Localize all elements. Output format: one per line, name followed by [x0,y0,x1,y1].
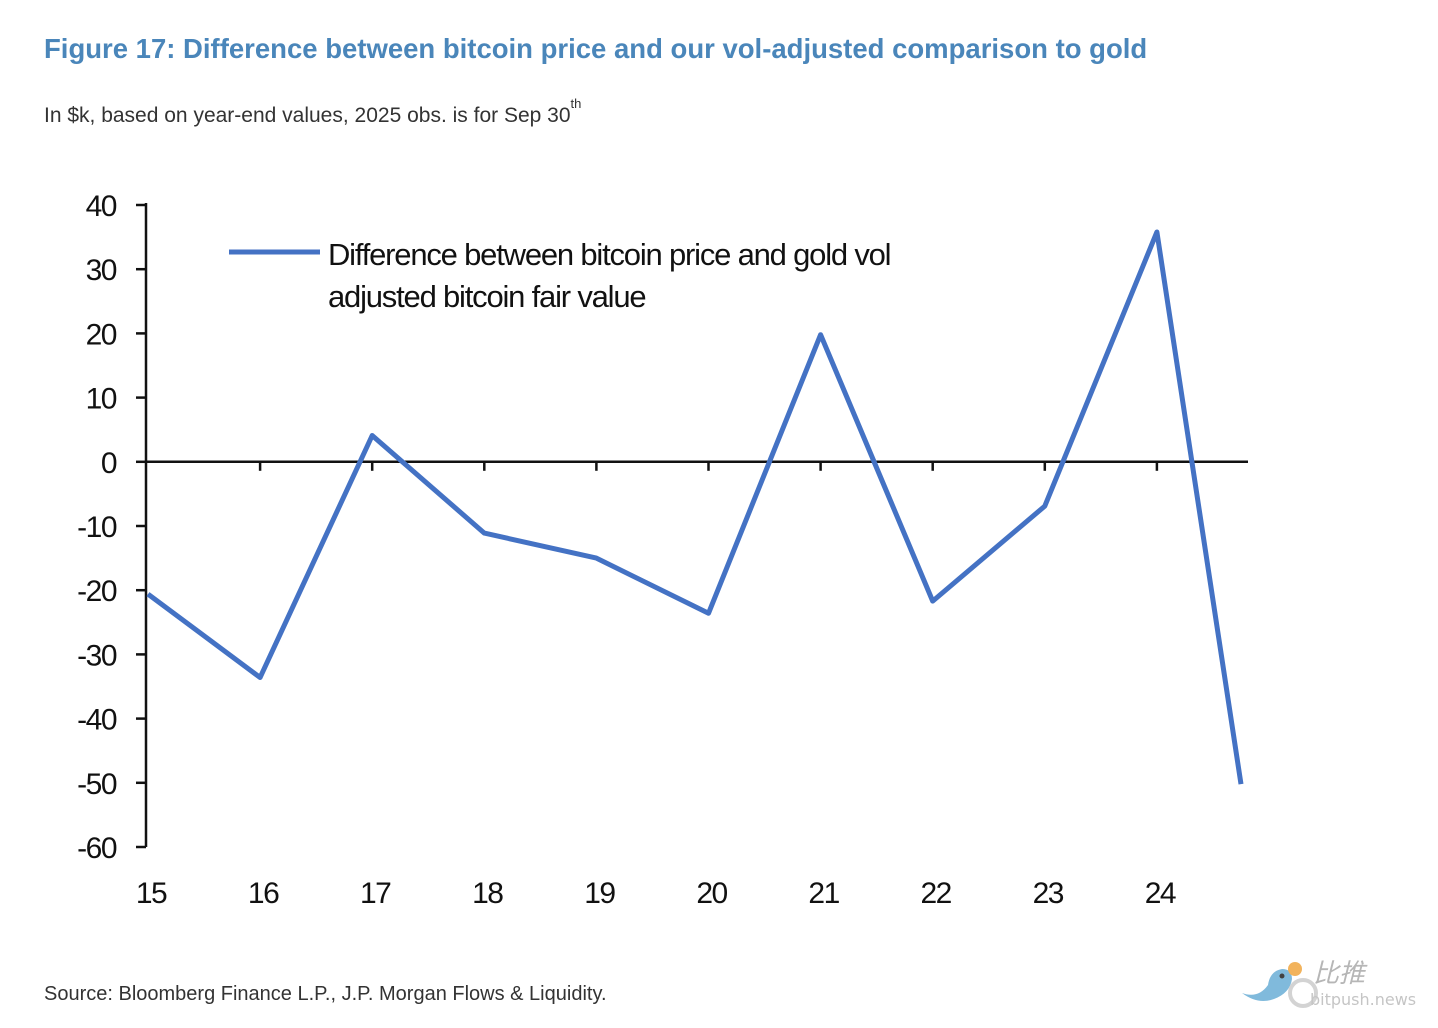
y-tick-labels: 40 30 20 10 0 -10 -20 -30 -40 -50 -60 [77,190,118,865]
subtitle-text: In $k, based on year-end values, 2025 ob… [44,104,571,127]
x-tick-label: 16 [248,877,279,910]
y-tick-label: 20 [86,318,117,351]
y-tick-label: 0 [101,447,117,480]
legend: Difference between bitcoin price and gol… [229,237,892,314]
x-tick-label: 23 [1033,877,1064,910]
x-tick-label: 24 [1145,877,1176,910]
x-tick-label: 21 [808,877,839,910]
x-tick-label: 22 [921,877,952,910]
y-tick-label: 10 [86,383,117,416]
x-tick-label: 17 [360,877,391,910]
figure-title: Figure 17: Difference between bitcoin pr… [44,33,1148,64]
bitpush-watermark-logo: 比推 bitpush.news [1242,959,1416,1009]
series-line [146,229,1244,785]
x-tick-label: 20 [696,877,727,910]
series-lines [146,229,1244,785]
y-tick-label: -30 [77,639,117,672]
legend-label-line2: adjusted bitcoin fair value [328,279,645,314]
axes [136,203,1248,849]
y-tick-label: 30 [86,254,117,287]
y-tick-label: -10 [77,511,117,544]
source-note: Source: Bloomberg Finance L.P., J.P. Mor… [44,983,607,1005]
watermark-en: bitpush.news [1310,990,1416,1009]
x-tick-label: 15 [136,877,167,910]
y-tick-label: 40 [86,190,117,223]
y-tick-label: -50 [77,768,117,801]
coin-icon [1288,962,1302,976]
y-tick-label: -20 [77,575,117,608]
x-tick-label: 18 [472,877,503,910]
y-tick-label: -40 [77,704,117,737]
y-tick-label: -60 [77,832,117,865]
watermark-cn: 比推 [1313,959,1368,989]
x-tick-label: 19 [584,877,615,910]
subtitle-superscript: th [570,96,582,111]
figure-subtitle: In $k, based on year-end values, 2025 ob… [44,96,581,128]
bird-icon [1242,969,1292,1001]
legend-label-line1: Difference between bitcoin price and gol… [328,237,890,272]
x-tick-labels: 15 16 17 18 19 20 21 22 23 24 [136,877,1178,910]
